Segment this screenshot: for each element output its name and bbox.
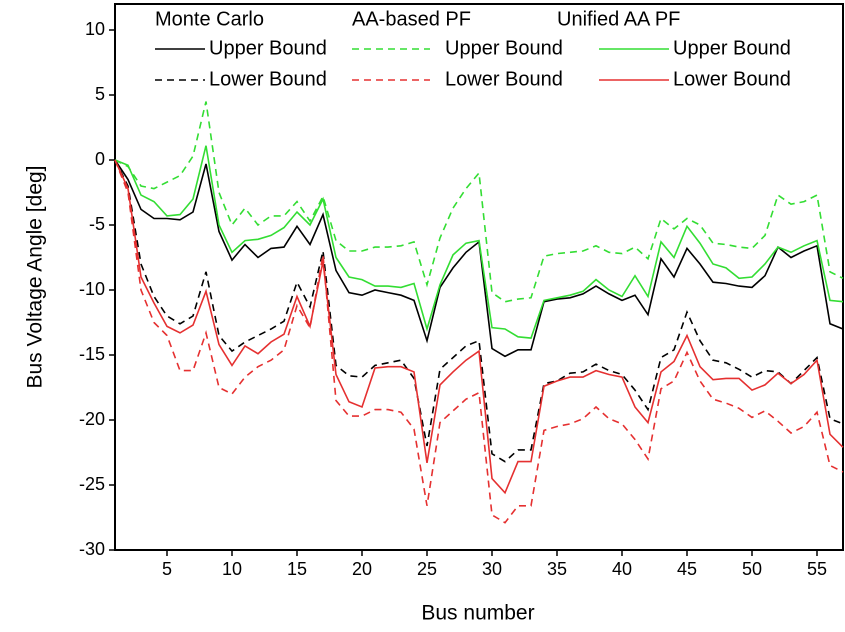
legend-label: Upper Bound (445, 37, 563, 59)
y-tick-label: -30 (79, 539, 105, 559)
legend-label: Lower Bound (673, 68, 791, 90)
legend-label: Lower Bound (445, 68, 563, 90)
x-tick-label: 40 (612, 559, 632, 579)
x-tick-label: 25 (417, 559, 437, 579)
legend-label: Upper Bound (673, 37, 791, 59)
legend-title: Monte Carlo (155, 8, 264, 30)
y-tick-label: -20 (79, 409, 105, 429)
x-axis-title: Bus number (421, 602, 534, 625)
series-line (114, 159, 844, 524)
legend-title: Unified AA PF (557, 8, 680, 30)
x-tick-label: 35 (547, 559, 567, 579)
x-tick-label: 5 (162, 559, 172, 579)
series-line (114, 101, 844, 303)
y-tick-label: 5 (95, 84, 105, 104)
y-tick-label: -10 (79, 279, 105, 299)
x-tick-label: 45 (677, 559, 697, 579)
legend-label: Upper Bound (209, 37, 327, 59)
series-line (114, 159, 844, 495)
legend-title: AA-based PF (352, 8, 471, 30)
y-tick-label: -15 (79, 344, 105, 364)
x-tick-label: 20 (352, 559, 372, 579)
x-tick-label: 15 (287, 559, 307, 579)
y-tick-label: 0 (95, 149, 105, 169)
y-tick-label: 10 (85, 19, 105, 39)
x-tick-label: 50 (742, 559, 762, 579)
y-axis-title: Bus Voltage Angle [deg] (24, 165, 47, 388)
legend-label: Lower Bound (209, 68, 327, 90)
y-tick-label: -5 (89, 214, 105, 234)
x-tick-label: 10 (222, 559, 242, 579)
plot-frame (114, 3, 844, 551)
series-line (114, 145, 844, 339)
y-tick-label: -25 (79, 474, 105, 494)
x-tick-label: 30 (482, 559, 502, 579)
x-tick-label: 55 (807, 559, 827, 579)
